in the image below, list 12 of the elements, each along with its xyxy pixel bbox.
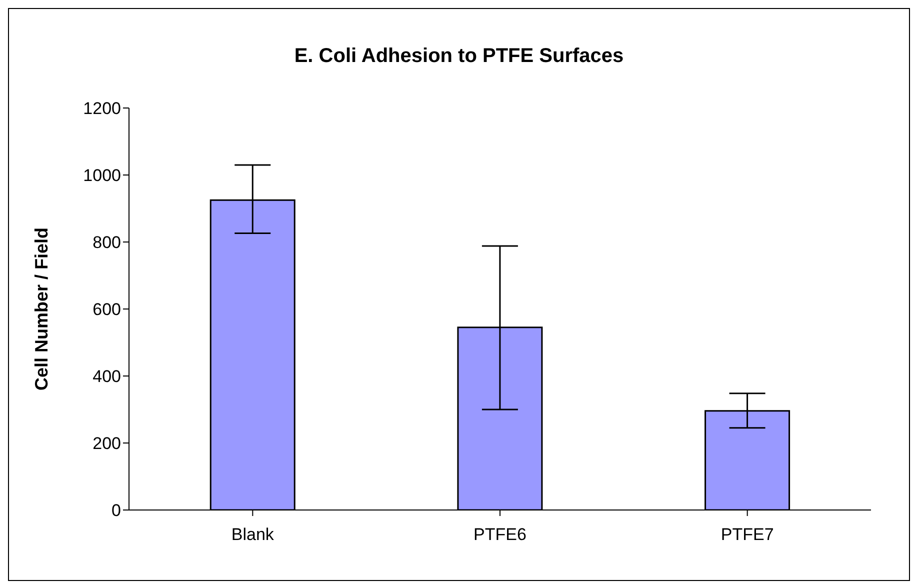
y-tick-label: 1200 [83,99,121,118]
y-tick-label: 400 [92,367,121,386]
x-tick-label: Blank [231,525,274,544]
y-tick-label: 800 [92,233,121,252]
y-tick-label: 200 [92,434,121,454]
x-tick-label: PTFE7 [720,525,774,544]
chart-title: E. Coli Adhesion to PTFE Surfaces [293,45,625,68]
y-tick-label: 600 [92,300,121,320]
y-axis-title: Cell Number / Field [31,227,52,391]
y-tick-label: 0 [112,501,121,520]
x-tick-label: PTFE6 [474,525,526,544]
y-tick-label: 1000 [83,166,121,186]
